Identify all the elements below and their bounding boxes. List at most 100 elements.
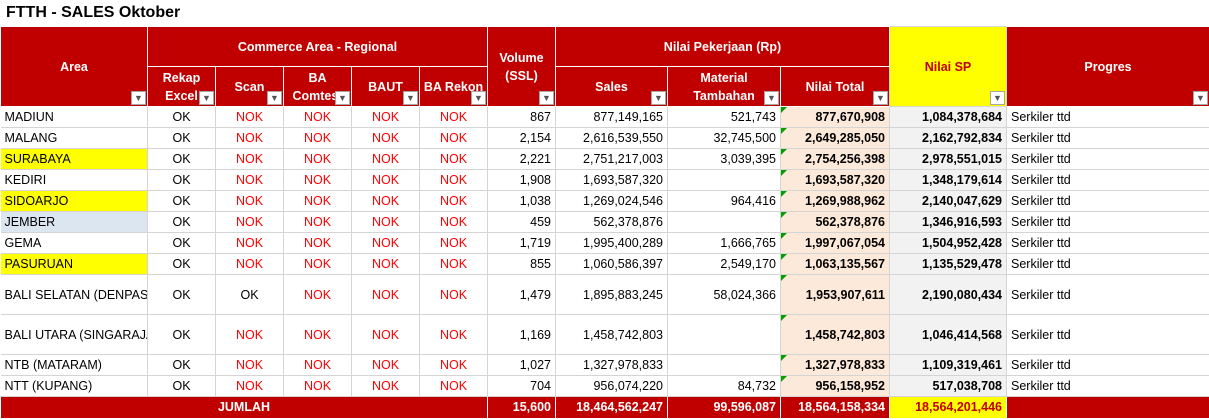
cell-scan[interactable]: NOK	[216, 128, 284, 149]
cell-progres[interactable]: Serkiler ttd	[1007, 376, 1209, 397]
cell-progres[interactable]: Serkiler ttd	[1007, 191, 1209, 212]
cell-ba-comtest[interactable]: NOK	[284, 149, 352, 170]
cell-rekap[interactable]: OK	[148, 191, 216, 212]
filter-scan-button[interactable]: ▼	[267, 91, 282, 105]
cell-area[interactable]: SIDOARJO	[1, 191, 148, 212]
cell-ba-comtest[interactable]: NOK	[284, 233, 352, 254]
cell-sales[interactable]: 562,378,876	[556, 212, 668, 233]
cell-nilai-total[interactable]: 562,378,876	[781, 212, 890, 233]
cell-volume[interactable]: 867	[488, 107, 556, 128]
cell-baut[interactable]: NOK	[352, 355, 420, 376]
cell-baut[interactable]: NOK	[352, 376, 420, 397]
cell-nilai-sp[interactable]: 1,046,414,568	[890, 315, 1007, 355]
cell-rekap[interactable]: OK	[148, 149, 216, 170]
cell-nilai-total[interactable]: 1,953,907,611	[781, 275, 890, 315]
cell-sales[interactable]: 2,751,217,003	[556, 149, 668, 170]
cell-sales[interactable]: 1,327,978,833	[556, 355, 668, 376]
cell-material[interactable]	[668, 355, 781, 376]
cell-sales[interactable]: 877,149,165	[556, 107, 668, 128]
cell-scan[interactable]: NOK	[216, 254, 284, 275]
cell-material[interactable]: 521,743	[668, 107, 781, 128]
cell-volume[interactable]: 1,719	[488, 233, 556, 254]
cell-sales[interactable]: 1,269,024,546	[556, 191, 668, 212]
cell-area[interactable]: KEDIRI	[1, 170, 148, 191]
filter-volume-button[interactable]: ▼	[539, 91, 554, 105]
totals-sales[interactable]: 18,464,562,247	[556, 397, 668, 419]
cell-nilai-sp[interactable]: 2,140,047,629	[890, 191, 1007, 212]
totals-progres[interactable]	[1007, 397, 1209, 419]
cell-scan[interactable]: NOK	[216, 170, 284, 191]
totals-nilai-total[interactable]: 18,564,158,334	[781, 397, 890, 419]
cell-rekap[interactable]: OK	[148, 275, 216, 315]
cell-ba-comtest[interactable]: NOK	[284, 128, 352, 149]
cell-baut[interactable]: NOK	[352, 107, 420, 128]
cell-progres[interactable]: Serkiler ttd	[1007, 212, 1209, 233]
totals-material[interactable]: 99,596,087	[668, 397, 781, 419]
cell-material[interactable]	[668, 315, 781, 355]
cell-progres[interactable]: Serkiler ttd	[1007, 149, 1209, 170]
cell-rekap[interactable]: OK	[148, 128, 216, 149]
cell-ba-comtest[interactable]: NOK	[284, 376, 352, 397]
cell-nilai-sp[interactable]: 1,135,529,478	[890, 254, 1007, 275]
cell-scan[interactable]: NOK	[216, 355, 284, 376]
cell-nilai-total[interactable]: 1,997,067,054	[781, 233, 890, 254]
cell-area[interactable]: PASURUAN	[1, 254, 148, 275]
totals-nilai-sp[interactable]: 18,564,201,446	[890, 397, 1007, 419]
cell-nilai-sp[interactable]: 1,348,179,614	[890, 170, 1007, 191]
cell-ba-rekon[interactable]: NOK	[420, 191, 488, 212]
cell-ba-rekon[interactable]: NOK	[420, 254, 488, 275]
cell-nilai-total[interactable]: 1,458,742,803	[781, 315, 890, 355]
filter-baut-button[interactable]: ▼	[403, 91, 418, 105]
cell-nilai-total[interactable]: 1,693,587,320	[781, 170, 890, 191]
cell-material[interactable]: 3,039,395	[668, 149, 781, 170]
cell-ba-rekon[interactable]: NOK	[420, 376, 488, 397]
cell-volume[interactable]: 1,908	[488, 170, 556, 191]
cell-ba-comtest[interactable]: NOK	[284, 275, 352, 315]
cell-baut[interactable]: NOK	[352, 149, 420, 170]
cell-baut[interactable]: NOK	[352, 315, 420, 355]
cell-area[interactable]: GEMA	[1, 233, 148, 254]
cell-baut[interactable]: NOK	[352, 128, 420, 149]
cell-progres[interactable]: Serkiler ttd	[1007, 170, 1209, 191]
cell-nilai-sp[interactable]: 2,190,080,434	[890, 275, 1007, 315]
cell-material[interactable]: 1,666,765	[668, 233, 781, 254]
cell-sales[interactable]: 2,616,539,550	[556, 128, 668, 149]
cell-rekap[interactable]: OK	[148, 170, 216, 191]
cell-progres[interactable]: Serkiler ttd	[1007, 254, 1209, 275]
cell-volume[interactable]: 459	[488, 212, 556, 233]
cell-nilai-sp[interactable]: 2,162,792,834	[890, 128, 1007, 149]
cell-rekap[interactable]: OK	[148, 315, 216, 355]
cell-progres[interactable]: Serkiler ttd	[1007, 315, 1209, 355]
cell-nilai-sp[interactable]: 1,084,378,684	[890, 107, 1007, 128]
cell-scan[interactable]: NOK	[216, 107, 284, 128]
cell-nilai-total[interactable]: 1,327,978,833	[781, 355, 890, 376]
cell-material[interactable]: 32,745,500	[668, 128, 781, 149]
cell-nilai-sp[interactable]: 1,504,952,428	[890, 233, 1007, 254]
cell-baut[interactable]: NOK	[352, 275, 420, 315]
cell-ba-comtest[interactable]: NOK	[284, 170, 352, 191]
filter-ba-rekon-button[interactable]: ▼	[471, 91, 486, 105]
cell-progres[interactable]: Serkiler ttd	[1007, 128, 1209, 149]
cell-rekap[interactable]: OK	[148, 355, 216, 376]
cell-rekap[interactable]: OK	[148, 233, 216, 254]
cell-volume[interactable]: 1,027	[488, 355, 556, 376]
cell-ba-rekon[interactable]: NOK	[420, 128, 488, 149]
cell-sales[interactable]: 1,995,400,289	[556, 233, 668, 254]
cell-sales[interactable]: 1,895,883,245	[556, 275, 668, 315]
cell-progres[interactable]: Serkiler ttd	[1007, 233, 1209, 254]
cell-volume[interactable]: 704	[488, 376, 556, 397]
cell-nilai-total[interactable]: 1,063,135,567	[781, 254, 890, 275]
filter-sales-button[interactable]: ▼	[651, 91, 666, 105]
cell-scan[interactable]: NOK	[216, 376, 284, 397]
totals-volume[interactable]: 15,600	[488, 397, 556, 419]
cell-volume[interactable]: 855	[488, 254, 556, 275]
cell-area[interactable]: MADIUN	[1, 107, 148, 128]
cell-area[interactable]: NTB (MATARAM)	[1, 355, 148, 376]
cell-rekap[interactable]: OK	[148, 376, 216, 397]
cell-progres[interactable]: Serkiler ttd	[1007, 355, 1209, 376]
cell-sales[interactable]: 956,074,220	[556, 376, 668, 397]
cell-nilai-total[interactable]: 1,269,988,962	[781, 191, 890, 212]
cell-volume[interactable]: 1,479	[488, 275, 556, 315]
cell-baut[interactable]: NOK	[352, 191, 420, 212]
cell-baut[interactable]: NOK	[352, 233, 420, 254]
